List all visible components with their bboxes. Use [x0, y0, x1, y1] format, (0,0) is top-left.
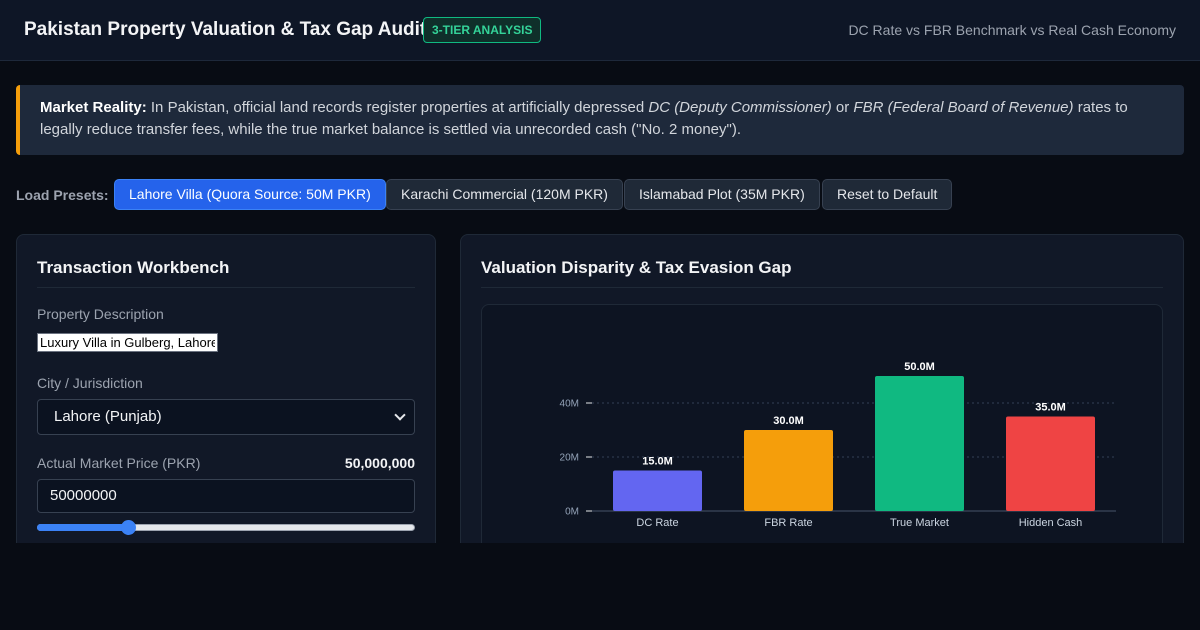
price-display: 50,000,000	[344, 455, 415, 471]
y-tick-label: 40M	[560, 399, 579, 410]
city-select[interactable]: Lahore (Punjab)	[37, 399, 415, 435]
valuation-bar-chart: 0M 20M 40M 15.0M DC Rate 30.0M FBR Rate 50.0M Tr…	[560, 361, 1116, 529]
app-title: Pakistan Property Valuation & Tax Gap Au…	[24, 19, 446, 40]
workbench-divider	[37, 287, 415, 288]
alert-text-3: rates to legally reduce transfer fees, w…	[40, 99, 1128, 138]
price-label: Actual Market Price (PKR)	[37, 455, 201, 471]
price-input[interactable]: 50000000	[37, 479, 415, 513]
chart-panel-title: Valuation Disparity & Tax Evasion Gap	[481, 258, 792, 277]
analysis-badge: 3-TIER ANALYSIS	[423, 17, 542, 43]
bar-hidden-cash	[1006, 416, 1095, 511]
city-select-value: Lahore (Punjab)	[54, 408, 162, 425]
x-tick-label: True Market	[890, 517, 949, 529]
chart-container: 0M 20M 40M 15.0M DC Rate 30.0M FBR Rate 50.0M Tr…	[481, 304, 1163, 564]
bar-fbr-rate	[744, 430, 833, 511]
page-bottom-shade	[0, 543, 1200, 630]
header-subtitle: DC Rate vs FBR Benchmark vs Real Cash Ec…	[848, 22, 1176, 38]
bar-dc-rate	[613, 470, 702, 511]
transaction-workbench-panel: Transaction Workbench Property Descripti…	[16, 234, 436, 554]
slider-fill	[37, 524, 128, 531]
alert-text-1: In Pakistan, official land records regis…	[146, 99, 649, 116]
x-tick-label: DC Rate	[636, 517, 678, 529]
y-tick-label: 0M	[565, 507, 579, 518]
bar-value-label: 50.0M	[904, 361, 935, 373]
x-tick-label: FBR Rate	[764, 517, 812, 529]
chart-divider	[481, 287, 1163, 288]
chevron-down-icon	[394, 409, 406, 421]
bar-true-market	[875, 376, 964, 511]
valuation-chart-panel: Valuation Disparity & Tax Evasion Gap 0M…	[460, 234, 1184, 564]
presets-label: Load Presets:	[16, 187, 109, 203]
description-input[interactable]	[37, 333, 218, 352]
alert-term-fbr: FBR (Federal Board of Revenue)	[853, 99, 1074, 116]
top-bar: Pakistan Property Valuation & Tax Gap Au…	[0, 0, 1200, 61]
slider-thumb[interactable]	[120, 520, 136, 535]
bar-value-label: 35.0M	[1035, 402, 1066, 414]
reset-default-button[interactable]: Reset to Default	[822, 179, 953, 210]
alert-term-dc: DC (Deputy Commissioner)	[648, 99, 832, 116]
x-tick-label: Hidden Cash	[1019, 517, 1083, 529]
workbench-title: Transaction Workbench	[37, 258, 230, 277]
preset-karachi-commercial-button[interactable]: Karachi Commercial (120M PKR)	[386, 179, 623, 210]
y-tick-label: 20M	[560, 453, 579, 464]
description-label: Property Description	[37, 306, 164, 322]
market-reality-alert: Market Reality: In Pakistan, official la…	[16, 85, 1184, 155]
alert-text-2: or	[831, 99, 854, 116]
bar-value-label: 30.0M	[773, 415, 804, 427]
preset-islamabad-plot-button[interactable]: Islamabad Plot (35M PKR)	[624, 179, 820, 210]
bar-value-label: 15.0M	[642, 456, 673, 468]
price-slider[interactable]	[37, 520, 415, 535]
alert-lead: Market Reality:	[40, 99, 147, 116]
preset-lahore-villa-button[interactable]: Lahore Villa (Quora Source: 50M PKR)	[114, 179, 386, 210]
city-label: City / Jurisdiction	[37, 375, 143, 391]
